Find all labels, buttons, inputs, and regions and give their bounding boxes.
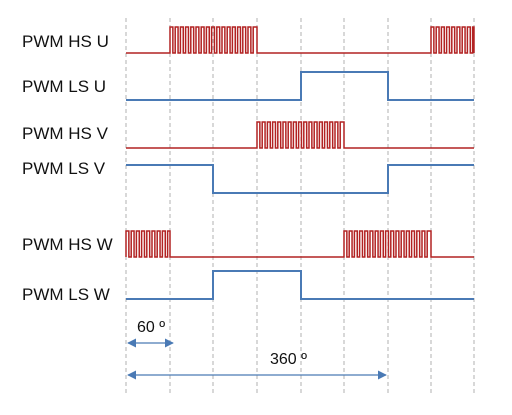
period-angle-label: 360 º [270, 351, 307, 368]
signal-label-hs-u: PWM HS U [22, 32, 109, 51]
sector-angle-label: 60 º [137, 319, 166, 336]
signal-label-ls-w: PWM LS W [22, 285, 110, 304]
waveform-pwm-hs-u [126, 26, 475, 54]
waveform-pwm-ls-w [126, 270, 474, 300]
signal-label-ls-u: PWM LS U [22, 77, 107, 96]
signal-traces [125, 26, 475, 300]
signal-label-hs-v: PWM HS V [22, 124, 108, 143]
signal-label-hs-w: PWM HS W [22, 235, 113, 254]
waveform-pwm-ls-v [126, 164, 474, 194]
dimension-arrows [127, 338, 387, 380]
waveform-pwm-hs-w [125, 230, 474, 258]
waveform-pwm-hs-v [126, 121, 474, 149]
signal-label-ls-v: PWM LS V [22, 159, 106, 178]
waveform-pwm-ls-u [126, 71, 474, 101]
